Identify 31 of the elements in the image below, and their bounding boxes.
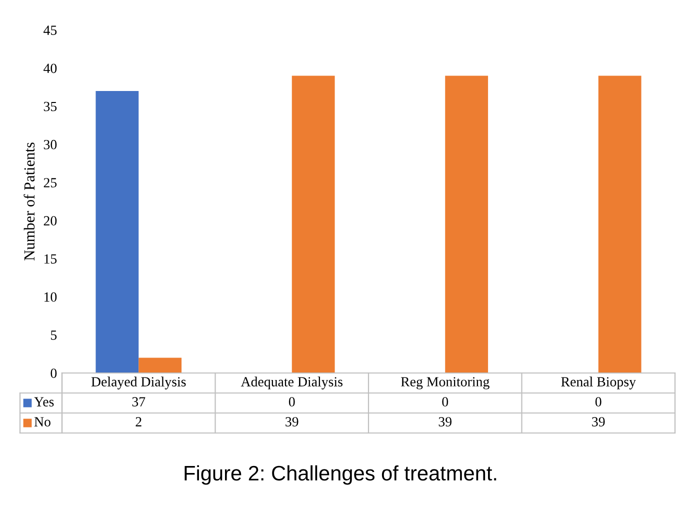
- y-tick-label: 5: [51, 330, 57, 340]
- data-label: 0: [288, 397, 295, 406]
- x-tick-label: Adequate Dialysis: [240, 376, 342, 390]
- data-label: 0: [595, 397, 602, 406]
- data-label: 0: [442, 397, 448, 406]
- x-tick-label: Reg Monitoring: [400, 377, 490, 390]
- data-label: 37: [132, 397, 146, 406]
- data-label: 39: [592, 417, 605, 426]
- text: Figure 2: Challenges of treatment.: [184, 465, 496, 485]
- x-tick-label: Delayed Dialysis: [91, 376, 186, 390]
- y-axis-title: Number of Patients: [24, 142, 35, 260]
- y-tick-label: 40: [44, 64, 57, 74]
- y-tick-label: 10: [44, 292, 57, 302]
- data-label: 2: [136, 417, 142, 426]
- legend-label: Yes: [34, 397, 54, 406]
- bar: [445, 76, 488, 373]
- bar: [598, 76, 642, 373]
- y-tick-label: 30: [44, 140, 57, 150]
- bar: [96, 90, 139, 373]
- x-tick-label: Renal Biopsy: [561, 376, 636, 390]
- data-label: 39: [286, 417, 298, 426]
- y-tick-label: 15: [44, 254, 57, 264]
- legend-label: No: [34, 417, 50, 426]
- y-tick-label: 0: [50, 368, 57, 378]
- data-label: 39: [438, 417, 452, 426]
- y-tick-label: 25: [44, 178, 57, 188]
- y-tick-label: 20: [44, 216, 57, 226]
- y-tick-label: 45: [44, 26, 57, 35]
- y-tick-label: 35: [44, 102, 57, 112]
- bar: [292, 76, 335, 373]
- bar: [138, 358, 182, 373]
